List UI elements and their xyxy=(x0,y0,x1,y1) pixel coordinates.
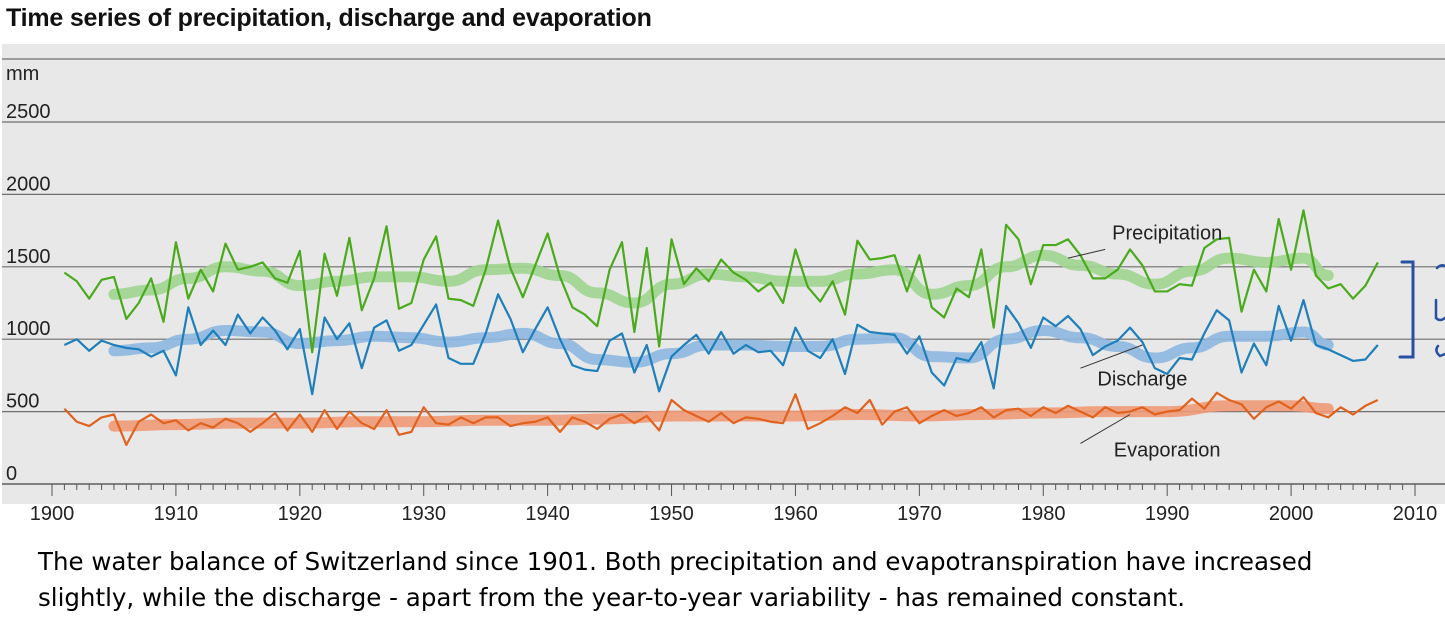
y-tick-label-2000: 2000 xyxy=(6,173,51,195)
x-tick-label-1910: 1910 xyxy=(154,503,199,525)
chart-title: Time series of precipitation, discharge … xyxy=(6,4,652,32)
annotation-precipitation: Precipitation xyxy=(1112,222,1222,244)
x-axis: 1900 1910 1920 1930 1940 1950 1960 1970 1980 1990… xyxy=(2,483,1445,525)
x-tick-label-1970: 1970 xyxy=(897,503,942,525)
x-tick-label-1940: 1940 xyxy=(525,503,570,525)
x-tick-label-1900: 1900 xyxy=(30,503,75,525)
x-tick-label-1930: 1930 xyxy=(401,503,446,525)
x-tick-label-2010: 2010 xyxy=(1393,503,1438,525)
y-tick-label-500: 500 xyxy=(6,391,39,413)
series-precipitation xyxy=(63,209,1379,354)
caption-line-1: The water balance of Switzerland since 1… xyxy=(38,547,1313,576)
y-tick-label-0: 0 xyxy=(6,463,17,485)
smoothed-precipitation xyxy=(108,249,1334,309)
y-tick-label-1500: 1500 xyxy=(6,246,51,268)
x-tick-label-1920: 1920 xyxy=(278,503,323,525)
x-tick-label-1990: 1990 xyxy=(1145,503,1190,525)
annotation-leader-precipitation xyxy=(1067,248,1106,259)
x-tick-label-2000: 2000 xyxy=(1269,503,1314,525)
y-tick-label-2500: 2500 xyxy=(6,101,51,123)
caption-line-2: slightly, while the discharge - apart fr… xyxy=(38,583,1186,612)
series-evaporation xyxy=(63,391,1379,447)
x-tick-label-1960: 1960 xyxy=(773,503,818,525)
chart-svg: 0 500 1000 1500 2000 2500 1900 1910 1920 1930 194… xyxy=(2,44,1445,525)
series-discharge xyxy=(63,293,1379,396)
x-tick-label-1980: 1980 xyxy=(1021,503,1066,525)
y-axis-label: mm xyxy=(6,63,39,85)
annotation-leader-discharge xyxy=(1080,344,1143,369)
y-tick-label-1000: 1000 xyxy=(6,318,51,340)
annotation-layer: Precipitation Discharge Evaporation xyxy=(1067,222,1222,461)
handwritten-brace-mark xyxy=(1398,260,1445,359)
annotation-evaporation: Evaporation xyxy=(1114,439,1221,461)
annotation-leader-evaporation xyxy=(1080,414,1131,444)
figure-caption: The water balance of Switzerland since 1… xyxy=(38,544,1438,616)
x-tick-label-1950: 1950 xyxy=(649,503,694,525)
series-layer xyxy=(63,209,1379,447)
annotation-discharge: Discharge xyxy=(1097,369,1187,391)
